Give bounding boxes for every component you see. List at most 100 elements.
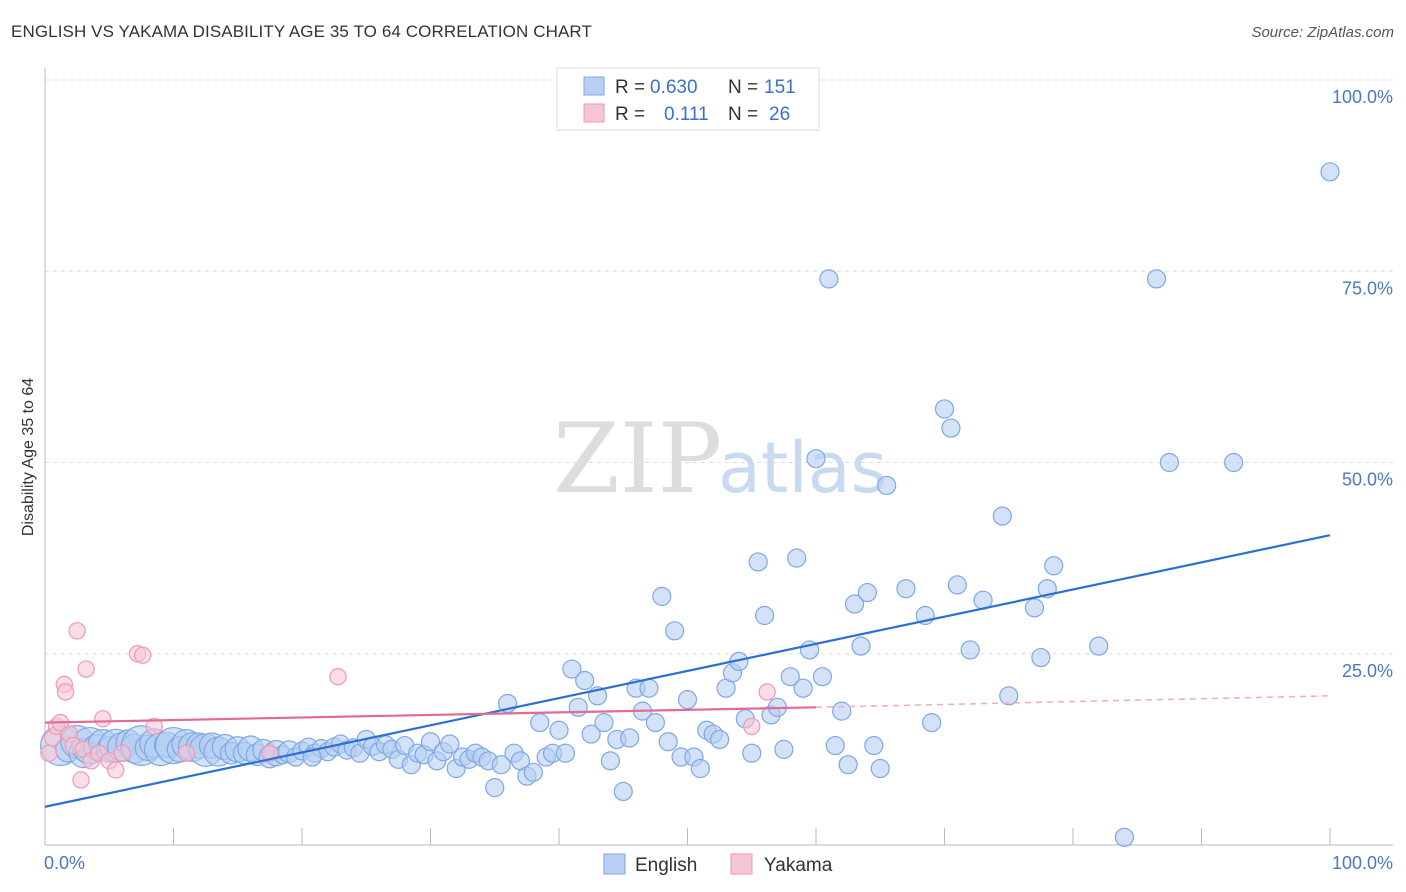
english-point <box>302 747 322 767</box>
y-tick-label: 75.0% <box>1342 278 1393 298</box>
english-point <box>523 762 543 782</box>
series-legend: English Yakama <box>603 853 833 876</box>
yakama-point <box>113 744 131 762</box>
grid-lines <box>45 79 1393 655</box>
yakama-point <box>56 683 75 701</box>
english-point <box>1031 647 1051 668</box>
legend-n-label-1: N = <box>728 77 758 98</box>
y-tick-labels: 100.0% 75.0% 50.0% 25.0% <box>1332 87 1393 681</box>
bottom-legend-swatch-yakama <box>730 853 753 875</box>
english-point <box>1114 827 1135 847</box>
english-point <box>877 475 897 496</box>
legend-swatch-english <box>583 76 605 96</box>
english-point <box>562 659 582 679</box>
y-tick-label: 25.0% <box>1342 661 1393 681</box>
english-point <box>819 269 839 289</box>
english-point <box>838 755 858 775</box>
x-tick-min: 0.0% <box>44 853 85 873</box>
english-point <box>1024 598 1045 618</box>
yakama-point <box>72 771 90 789</box>
english-point <box>941 418 961 438</box>
legend-n-value-2: 26 <box>769 104 790 125</box>
bottom-legend-yakama: Yakama <box>764 855 833 876</box>
stats-legend: R = 0.630 N = 151 R = 0.111 N = 26 <box>556 67 820 131</box>
english-point <box>1224 452 1244 473</box>
yakama-points <box>40 622 776 789</box>
english-point <box>555 743 576 763</box>
english-point <box>1146 269 1167 289</box>
legend-r-label-2: R = <box>615 104 645 125</box>
legend-n-label-2: N = <box>728 104 758 125</box>
english-point <box>420 732 441 752</box>
y-axis-label: Disability Age 35 to 64 <box>20 378 37 536</box>
english-point <box>742 743 762 763</box>
english-point <box>774 739 794 759</box>
yakama-point <box>758 683 776 701</box>
chart-title: ENGLISH VS YAKAMA DISABILITY AGE 35 TO 6… <box>11 22 592 41</box>
english-point <box>581 724 601 744</box>
english-point <box>754 605 775 626</box>
english-point <box>690 758 710 779</box>
english-point <box>870 758 890 779</box>
english-point <box>639 678 659 698</box>
yakama-point <box>329 668 347 686</box>
yakama-point <box>68 622 86 640</box>
yakama-trend-extension <box>815 695 1331 709</box>
english-point <box>825 735 845 756</box>
english-point <box>491 755 511 775</box>
yakama-point <box>94 710 112 728</box>
english-point <box>992 506 1012 526</box>
yakama-point <box>106 761 125 779</box>
legend-r-value-1: 0.630 <box>650 77 698 98</box>
yakama-point <box>145 717 163 736</box>
english-point <box>864 735 884 756</box>
watermark-atlas: atlas <box>718 427 887 509</box>
english-point <box>1044 556 1064 576</box>
english-point <box>999 686 1019 706</box>
english-point <box>530 712 550 733</box>
english-point <box>857 582 878 603</box>
english-point <box>710 729 730 750</box>
source-label: Source: ZipAtlas.com <box>1251 24 1394 41</box>
english-point <box>787 548 807 568</box>
english-point <box>806 449 826 469</box>
english-point <box>549 720 569 740</box>
yakama-point <box>177 744 196 762</box>
english-point <box>665 621 685 641</box>
english-point <box>947 575 967 595</box>
yakama-trend-line <box>44 706 817 724</box>
english-point <box>1320 162 1340 182</box>
english-point <box>613 781 633 802</box>
legend-r-value-2: 0.111 <box>664 104 709 125</box>
y-tick-label: 50.0% <box>1342 470 1393 490</box>
english-point <box>748 552 768 572</box>
english-point <box>896 579 916 599</box>
y-tick-label: 100.0% <box>1332 87 1393 107</box>
english-point <box>620 728 640 748</box>
english-point <box>658 732 678 752</box>
english-point <box>1089 636 1109 656</box>
english-point <box>812 667 833 687</box>
legend-n-value-1: 151 <box>764 77 796 98</box>
english-point <box>934 399 955 419</box>
english-point <box>594 712 614 733</box>
english-point <box>568 697 588 717</box>
english-point <box>832 701 852 721</box>
english-point <box>851 636 871 656</box>
english-point <box>645 712 665 733</box>
trend-lines <box>44 534 1331 808</box>
yakama-point <box>133 646 152 664</box>
english-point <box>440 734 460 754</box>
english-point <box>960 640 980 660</box>
english-point <box>575 670 595 691</box>
english-point <box>793 678 813 698</box>
english-point <box>844 594 865 614</box>
watermark-zip: ZIP <box>553 403 722 515</box>
legend-swatch-yakama <box>583 103 605 123</box>
x-tick-max: 100.0% <box>1332 853 1393 873</box>
english-point <box>922 712 942 733</box>
english-trend-line <box>44 534 1331 808</box>
yakama-point <box>40 744 58 762</box>
english-point <box>780 667 800 687</box>
